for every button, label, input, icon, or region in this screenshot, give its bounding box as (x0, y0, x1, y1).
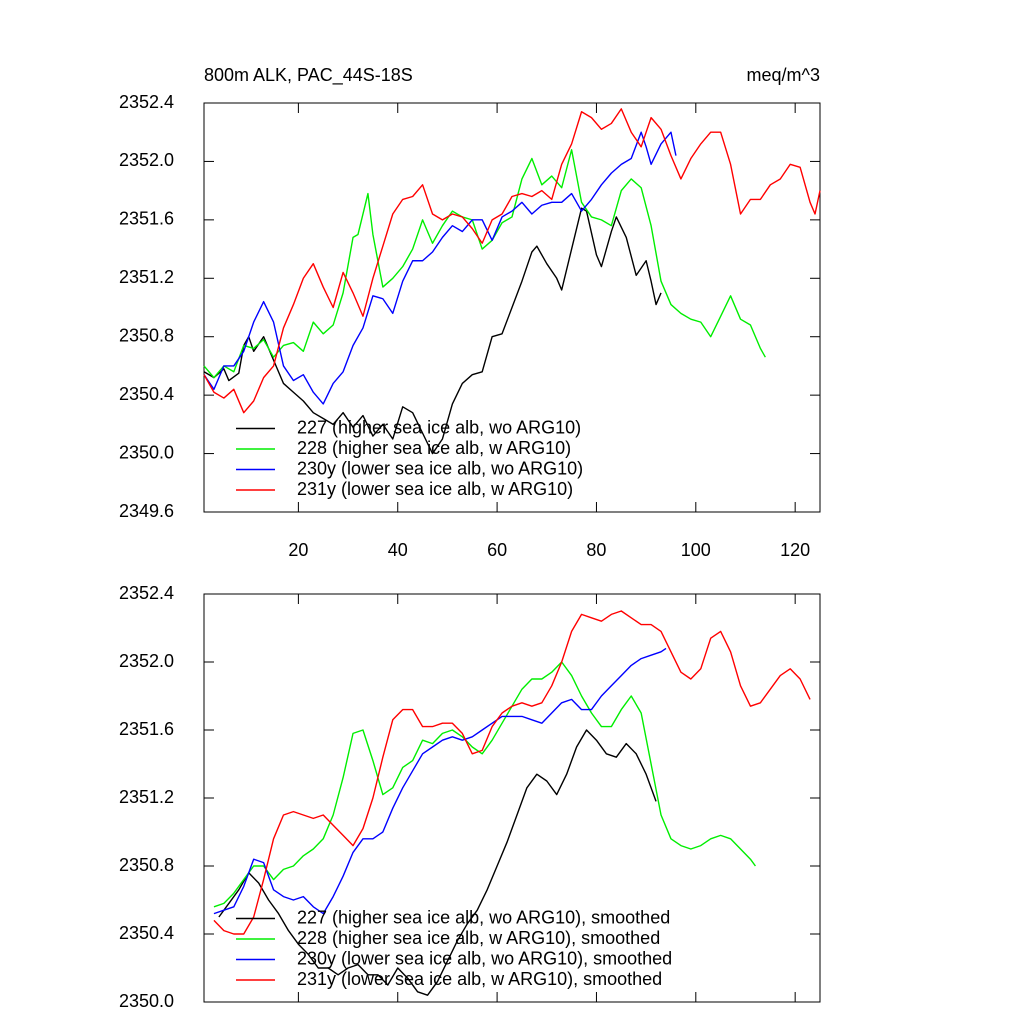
data-line (213, 661, 756, 908)
y-tick-label: 2352.4 (119, 92, 174, 112)
data-line (213, 647, 667, 915)
y-tick-label: 2351.6 (119, 719, 174, 739)
x-tick-label: 60 (487, 540, 507, 560)
legend-label: 230y (lower sea ice alb, wo ARG10), smoo… (297, 948, 672, 968)
data-line (203, 149, 766, 379)
legend-label: 231y (lower sea ice alb, w ARG10) (297, 479, 573, 499)
y-tick-label: 2350.4 (119, 923, 174, 943)
legend-label: 228 (higher sea ice alb, w ARG10), smoot… (297, 928, 660, 948)
y-tick-label: 2349.6 (119, 501, 174, 521)
y-tick-label: 2350.0 (119, 991, 174, 1011)
y-tick-label: 2352.0 (119, 651, 174, 671)
legend-label: 228 (higher sea ice alb, w ARG10) (297, 438, 571, 458)
y-tick-label: 2352.0 (119, 150, 174, 170)
x-tick-label: 20 (288, 540, 308, 560)
x-tick-label: 40 (388, 540, 408, 560)
data-line (213, 610, 811, 935)
data-line (203, 108, 821, 414)
x-tick-label: 80 (586, 540, 606, 560)
y-tick-label: 2350.4 (119, 384, 174, 404)
y-tick-label: 2350.8 (119, 325, 174, 345)
data-line (203, 131, 677, 405)
chart-title: 800m ALK, PAC_44S-18S (204, 65, 413, 86)
y-tick-label: 2351.6 (119, 209, 174, 229)
plot-frame (203, 102, 821, 513)
data-line (218, 729, 657, 996)
x-tick-label: 100 (681, 540, 711, 560)
y-tick-label: 2350.0 (119, 442, 174, 462)
y-tick-label: 2351.2 (119, 787, 174, 807)
units-label: meq/m^3 (747, 65, 820, 85)
legend-label: 231y (lower sea ice alb, w ARG10), smoot… (297, 969, 662, 989)
y-tick-label: 2351.2 (119, 267, 174, 287)
legend-label: 227 (higher sea ice alb, wo ARG10) (297, 417, 581, 437)
y-tick-label: 2350.8 (119, 855, 174, 875)
legend-label: 227 (higher sea ice alb, wo ARG10), smoo… (297, 907, 670, 927)
legend-label: 230y (lower sea ice alb, wo ARG10) (297, 458, 583, 478)
x-tick-label: 120 (780, 540, 810, 560)
y-tick-label: 2352.4 (119, 583, 174, 603)
